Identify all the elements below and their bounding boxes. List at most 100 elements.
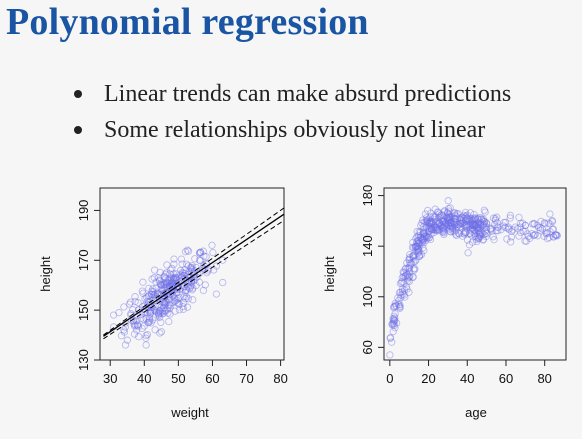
data-point xyxy=(187,277,195,286)
data-point xyxy=(162,279,170,287)
data-point xyxy=(166,310,174,318)
x-tick-label: 50 xyxy=(171,371,185,386)
data-point xyxy=(129,306,137,314)
x-tick-label: 70 xyxy=(239,371,253,386)
data-point xyxy=(196,248,205,257)
data-point xyxy=(180,272,189,280)
data-point xyxy=(181,288,189,296)
data-point xyxy=(157,318,165,327)
data-point xyxy=(156,313,164,322)
data-point xyxy=(123,336,132,344)
data-point xyxy=(199,247,207,255)
x-axis-label: weight xyxy=(170,405,209,420)
data-point xyxy=(151,326,159,334)
data-point xyxy=(181,248,190,256)
data-point xyxy=(139,278,147,286)
data-point xyxy=(188,268,196,276)
data-point xyxy=(148,287,156,295)
data-point xyxy=(134,322,142,331)
data-point xyxy=(208,241,216,249)
data-point xyxy=(152,278,160,286)
data-point xyxy=(202,253,210,261)
data-point xyxy=(145,316,153,324)
data-point xyxy=(157,280,165,289)
data-point xyxy=(150,291,158,299)
data-point xyxy=(180,293,188,301)
data-point xyxy=(170,276,178,284)
y-tick-label: 130 xyxy=(76,349,91,371)
data-point xyxy=(212,262,221,270)
data-point xyxy=(178,260,186,268)
data-point xyxy=(196,256,204,265)
data-point xyxy=(141,294,149,303)
data-point xyxy=(190,270,199,279)
data-point xyxy=(191,255,199,263)
data-point xyxy=(184,270,192,279)
data-point xyxy=(170,294,179,302)
data-point xyxy=(179,305,188,313)
data-point xyxy=(160,280,169,289)
data-point xyxy=(163,306,171,314)
data-point xyxy=(150,306,158,314)
data-point xyxy=(134,299,142,307)
data-point xyxy=(155,277,164,285)
data-point xyxy=(190,271,198,279)
data-point xyxy=(179,299,188,307)
data-point xyxy=(165,283,174,291)
data-point xyxy=(180,282,189,290)
data-point xyxy=(149,316,157,324)
bullet-text: Some relationships obviously not linear xyxy=(104,117,486,143)
data-point xyxy=(146,309,155,317)
data-point xyxy=(171,296,180,304)
bullet-item: Linear trends can make absurd prediction… xyxy=(70,76,511,112)
data-point xyxy=(167,302,175,310)
data-point xyxy=(134,321,142,329)
data-point xyxy=(156,307,165,315)
data-point xyxy=(162,298,170,306)
data-point xyxy=(145,284,153,293)
data-point xyxy=(163,279,171,287)
data-point xyxy=(155,307,164,315)
interval-line xyxy=(103,207,285,336)
data-point xyxy=(142,293,151,301)
data-point xyxy=(181,286,190,295)
data-point xyxy=(144,319,152,327)
data-point xyxy=(196,248,205,256)
data-point xyxy=(141,308,150,316)
data-point xyxy=(154,309,162,317)
data-point xyxy=(178,272,186,280)
data-point xyxy=(157,328,166,336)
data-point xyxy=(161,306,169,315)
data-point xyxy=(188,263,196,272)
data-point xyxy=(165,317,173,326)
data-point xyxy=(151,307,159,315)
data-point xyxy=(147,290,156,299)
data-point xyxy=(151,313,160,321)
data-point xyxy=(173,298,181,307)
data-point xyxy=(130,330,139,338)
data-point xyxy=(184,247,193,255)
data-point xyxy=(169,277,177,285)
data-point xyxy=(169,298,177,307)
data-point xyxy=(165,293,173,301)
data-point xyxy=(120,303,128,311)
bullet-dot-icon xyxy=(74,90,82,98)
data-point xyxy=(171,298,179,306)
data-point xyxy=(154,288,162,296)
data-point xyxy=(148,275,156,283)
data-point xyxy=(170,275,179,283)
data-point xyxy=(175,306,184,314)
data-point xyxy=(189,296,197,304)
data-point xyxy=(187,281,195,290)
data-point xyxy=(142,341,150,349)
data-point xyxy=(209,248,217,257)
data-point xyxy=(169,291,177,300)
data-point xyxy=(166,304,174,312)
data-point xyxy=(154,273,163,282)
data-point xyxy=(138,287,146,295)
data-point xyxy=(175,300,183,308)
data-point xyxy=(164,289,172,297)
data-point xyxy=(163,282,171,290)
data-point xyxy=(212,290,221,298)
data-point xyxy=(166,282,174,291)
